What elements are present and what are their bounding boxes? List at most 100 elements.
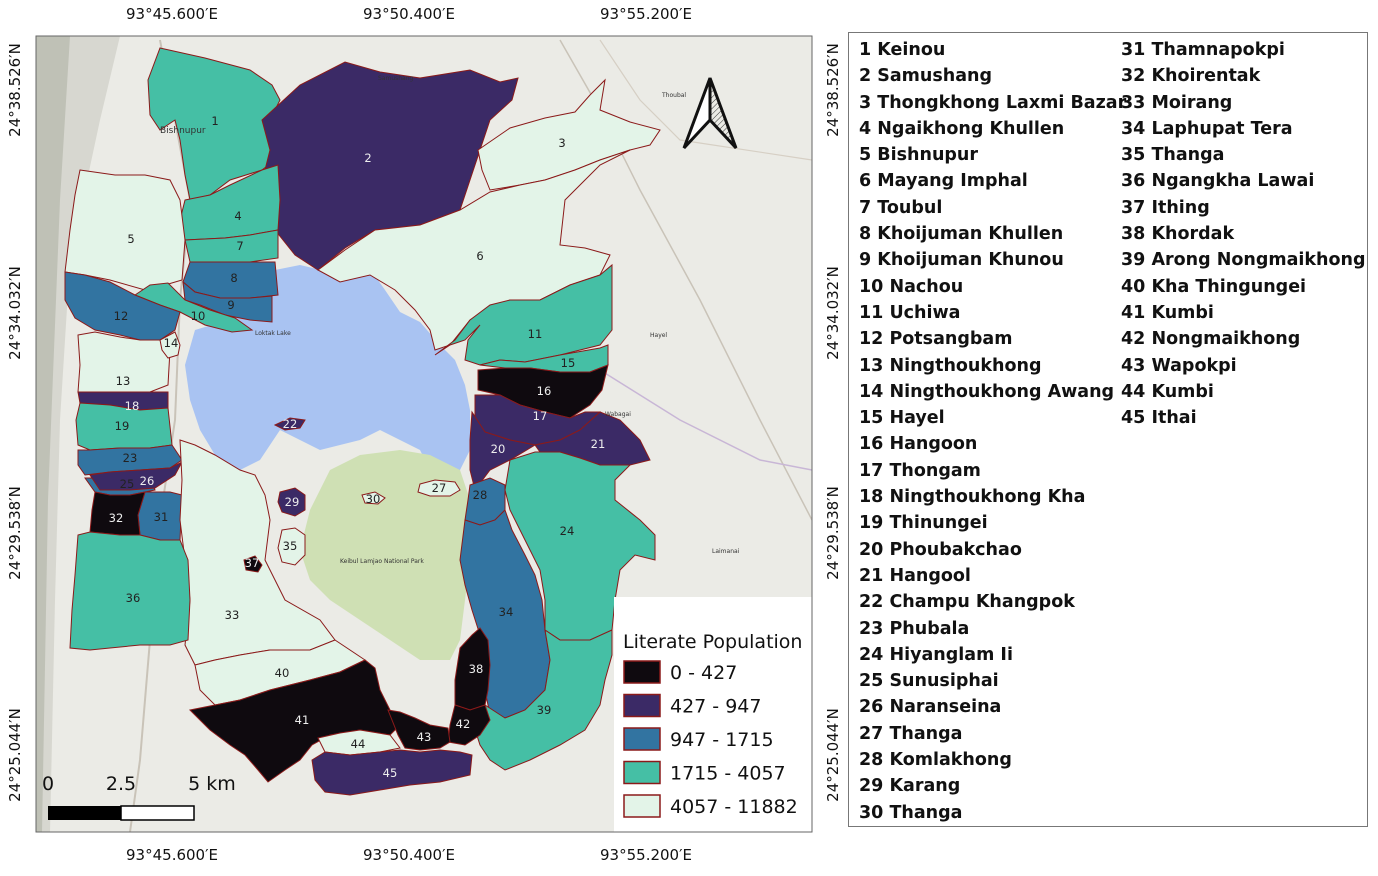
legend-swatch-2 (623, 727, 661, 751)
village-polygon-22[interactable] (273, 417, 306, 431)
bottom-coord-2: 93°50.400′E (363, 846, 455, 864)
road-wabagai (599, 369, 812, 471)
village-polygon-36[interactable] (69, 531, 191, 651)
village-polygons (64, 47, 661, 796)
polygon-label-33: 33 (225, 608, 240, 622)
polygon-number-labels: 1 2 3 4 5 6 7 8 9 10 11 12 13 14 15 16 1… (109, 114, 606, 780)
village-list-item-5: 5 Bishnupur (859, 145, 979, 166)
village-polygon-24[interactable] (504, 451, 656, 641)
highway-road (129, 39, 192, 832)
village-polygon-6[interactable] (317, 149, 631, 351)
scale-bar-black-segment (48, 806, 121, 820)
bottom-coordinate-labels: 93°45.600′E 93°50.400′E 93°55.200′E (126, 846, 692, 864)
scale-bar: 0 2.5 5 km (42, 773, 236, 821)
polygon-label-29: 29 (285, 495, 300, 509)
village-polygon-14[interactable] (159, 331, 181, 359)
polygon-label-10: 10 (191, 309, 206, 323)
polygon-label-40: 40 (275, 666, 290, 680)
village-list-item-39: 39 Arong Nongmaikhong (1121, 250, 1366, 271)
village-polygon-20[interactable] (469, 410, 537, 492)
village-polygon-30[interactable] (361, 491, 386, 505)
village-list-item-32: 32 Khoirentak (1121, 66, 1261, 87)
polygon-label-30: 30 (366, 492, 381, 506)
village-list-item-26: 26 Naranseina (859, 697, 1002, 718)
village-polygon-37[interactable] (243, 555, 263, 573)
village-polygon-27[interactable] (417, 479, 461, 497)
polygon-label-23: 23 (123, 451, 138, 465)
village-list-item-6: 6 Mayang Imphal (859, 171, 1028, 192)
place-hayel: Hayel (650, 332, 667, 339)
polygon-label-38: 38 (469, 662, 484, 676)
village-list-item-23: 23 Phubala (859, 618, 970, 639)
village-list-item-12: 12 Potsangbam (859, 329, 1013, 350)
village-polygon-26[interactable] (89, 460, 184, 491)
polygon-label-31: 31 (154, 510, 169, 524)
village-polygon-42[interactable] (447, 704, 491, 746)
village-polygon-39[interactable] (471, 628, 613, 771)
village-list-item-20: 20 Phoubakchao (859, 539, 1022, 560)
top-coordinate-labels: 93°45.600′E 93°50.400′E 93°55.200′E (126, 5, 692, 23)
legend-swatch-3 (623, 760, 661, 785)
polygon-label-45: 45 (383, 766, 398, 780)
polygon-label-35: 35 (283, 539, 298, 553)
polygon-label-15: 15 (561, 356, 576, 370)
polygon-label-14: 14 (164, 336, 179, 350)
village-list-item-41: 41 Kumbi (1121, 302, 1214, 323)
village-polygon-12[interactable] (64, 271, 181, 341)
polygon-label-32: 32 (109, 511, 124, 525)
village-polygon-38[interactable] (454, 627, 491, 711)
legend-label-2: 947 - 1715 (670, 729, 774, 751)
village-polygon-35[interactable] (277, 527, 306, 566)
village-polygon-45[interactable] (311, 749, 473, 796)
village-list-item-22: 22 Champu Khangpok (859, 592, 1075, 613)
polygon-label-26: 26 (140, 474, 155, 488)
village-list-item-29: 29 Karang (859, 776, 961, 797)
village-list-item-35: 35 Thanga (1121, 145, 1225, 166)
map-border (35, 35, 813, 833)
polygon-label-19: 19 (115, 419, 130, 433)
village-polygon-43[interactable] (387, 709, 451, 751)
scale-label-2-5: 2.5 (106, 773, 136, 795)
hills-terrain-dark (36, 36, 70, 832)
village-list-item-43: 43 Wapokpi (1121, 355, 1237, 376)
village-polygon-9[interactable] (182, 280, 273, 323)
village-polygon-29[interactable] (277, 487, 306, 517)
polygon-label-18: 18 (125, 399, 140, 413)
right-coord-4: 24°25.044′N (824, 708, 842, 802)
polygon-label-34: 34 (499, 605, 514, 619)
polygon-label-24: 24 (560, 524, 575, 538)
village-polygon-1[interactable] (147, 47, 281, 201)
polygon-label-44: 44 (351, 737, 366, 751)
legend-swatch-0 (623, 660, 661, 684)
place-bishnupur: Bishnupur (160, 126, 206, 136)
polygon-label-5: 5 (127, 232, 134, 246)
village-polygon-23[interactable] (77, 444, 183, 476)
village-polygon-5[interactable] (64, 169, 186, 291)
polygon-label-8: 8 (230, 271, 237, 285)
top-coord-3: 93°55.200′E (600, 5, 692, 23)
polygon-label-12: 12 (114, 309, 129, 323)
right-coord-1: 24°38.526′N (824, 43, 842, 137)
keibul-lamjao-park (300, 450, 470, 660)
village-list-item-21: 21 Hangool (859, 565, 971, 586)
place-thoubal: Thoubal (661, 92, 686, 99)
village-list-item-14: 14 Ningthoukhong Awang (859, 381, 1115, 402)
scale-label-0: 0 (42, 773, 54, 795)
village-list-item-17: 17 Thongam (859, 460, 981, 481)
village-list-item-7: 7 Toubul (859, 197, 943, 218)
village-list-column-1: 1 Keinou 2 Samushang 3 Thongkhong Laxmi Ba… (859, 37, 1126, 826)
bottom-coord-1: 93°45.600′E (126, 846, 218, 864)
polygon-label-4: 4 (234, 209, 241, 223)
place-keibul: Keibul Lamjao National Park (340, 558, 424, 565)
legend-label-1: 427 - 947 (670, 696, 761, 718)
road-north (599, 39, 812, 161)
village-polygon-32[interactable] (89, 491, 146, 536)
polygon-label-13: 13 (116, 374, 131, 388)
polygon-label-43: 43 (417, 730, 432, 744)
village-list-item-28: 28 Komlakhong (859, 750, 1012, 771)
polygon-label-9: 9 (227, 298, 234, 312)
polygon-label-27: 27 (432, 481, 447, 495)
polygon-label-21: 21 (591, 437, 606, 451)
polygon-label-36: 36 (126, 591, 141, 605)
